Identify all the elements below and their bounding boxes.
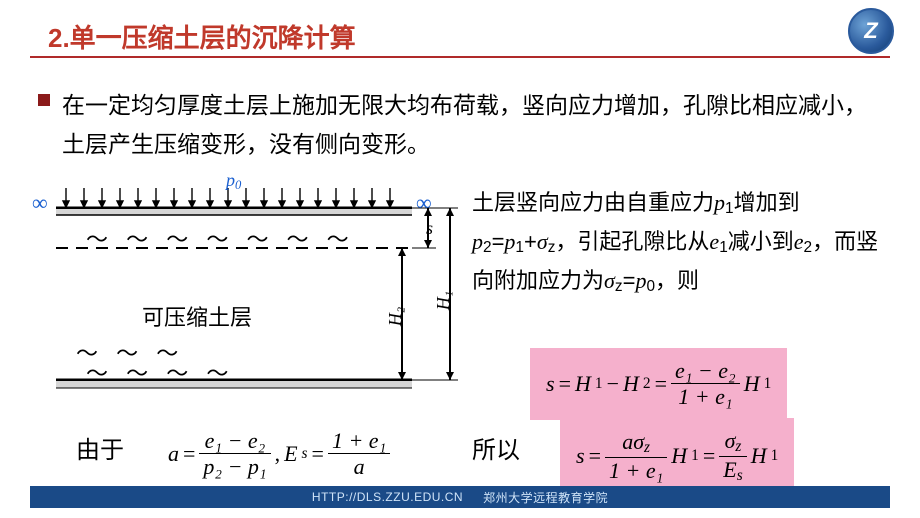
equation-settlement: s = H1 − H2 = e₁ − e₂1 + e₁ H1 bbox=[530, 348, 787, 420]
since-label: 由于 bbox=[76, 430, 124, 465]
section-title: 2.单一压缩土层的沉降计算 bbox=[48, 18, 356, 55]
slide-footer: HTTP://DLS.ZZU.EDU.CN 郑州大学远程教育学院 bbox=[30, 486, 890, 508]
explanation-paragraph: 土层竖向应力由自重应力p1增加到p2=p1+σz，引起孔隙比从e1减小到e2，而… bbox=[472, 184, 900, 301]
title-underline bbox=[30, 56, 890, 58]
equation-final: s = aσz 1 + e₁ H1 = σz Es H1 bbox=[560, 418, 794, 494]
tildes-lower-2: ～ ～ ～ ～ bbox=[86, 356, 234, 388]
dim-h2-label: H₂ bbox=[385, 307, 406, 326]
intro-paragraph: 在一定均匀厚度土层上施加无限大均布荷载，竖向应力增加，孔隙比相应减小，土层产生压… bbox=[62, 86, 888, 164]
infinity-left: ∞ bbox=[32, 190, 48, 216]
dim-s-label: s bbox=[426, 218, 433, 239]
bullet-square-icon bbox=[38, 94, 50, 106]
tildes-upper: ～ ～ ～ ～ ～ ～ ～ bbox=[86, 222, 355, 254]
compressible-layer-label: 可压缩土层 bbox=[142, 300, 252, 332]
infinity-right: ∞ bbox=[416, 190, 432, 216]
load-label: p0 bbox=[226, 170, 241, 193]
university-logo: Z bbox=[848, 8, 894, 54]
logo-glyph: Z bbox=[864, 18, 877, 44]
dim-h1-label: H₁ bbox=[433, 291, 454, 310]
equation-a-es: a = e₁ − e₂p₂ − p₁ , Es = 1 + e₁a bbox=[152, 418, 406, 490]
footer-org: 郑州大学远程教育学院 bbox=[483, 489, 608, 506]
therefore-label: 所以 bbox=[472, 430, 520, 465]
soil-layer-diagram: ∞ ∞ p0 ～ ～ ～ ～ ～ ～ ～ 可压缩土层 ～ ～ ～ ～ ～ ～ ～… bbox=[32, 180, 460, 404]
footer-url: HTTP://DLS.ZZU.EDU.CN bbox=[312, 490, 463, 504]
